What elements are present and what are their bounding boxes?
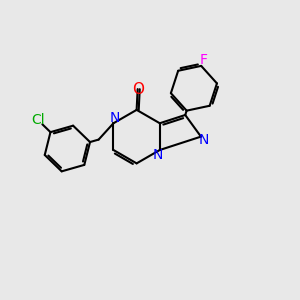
Text: F: F xyxy=(199,53,207,67)
Text: N: N xyxy=(153,148,164,162)
Text: Cl: Cl xyxy=(31,113,45,127)
Text: N: N xyxy=(110,111,120,125)
Text: O: O xyxy=(132,82,144,97)
Text: N: N xyxy=(199,133,209,147)
